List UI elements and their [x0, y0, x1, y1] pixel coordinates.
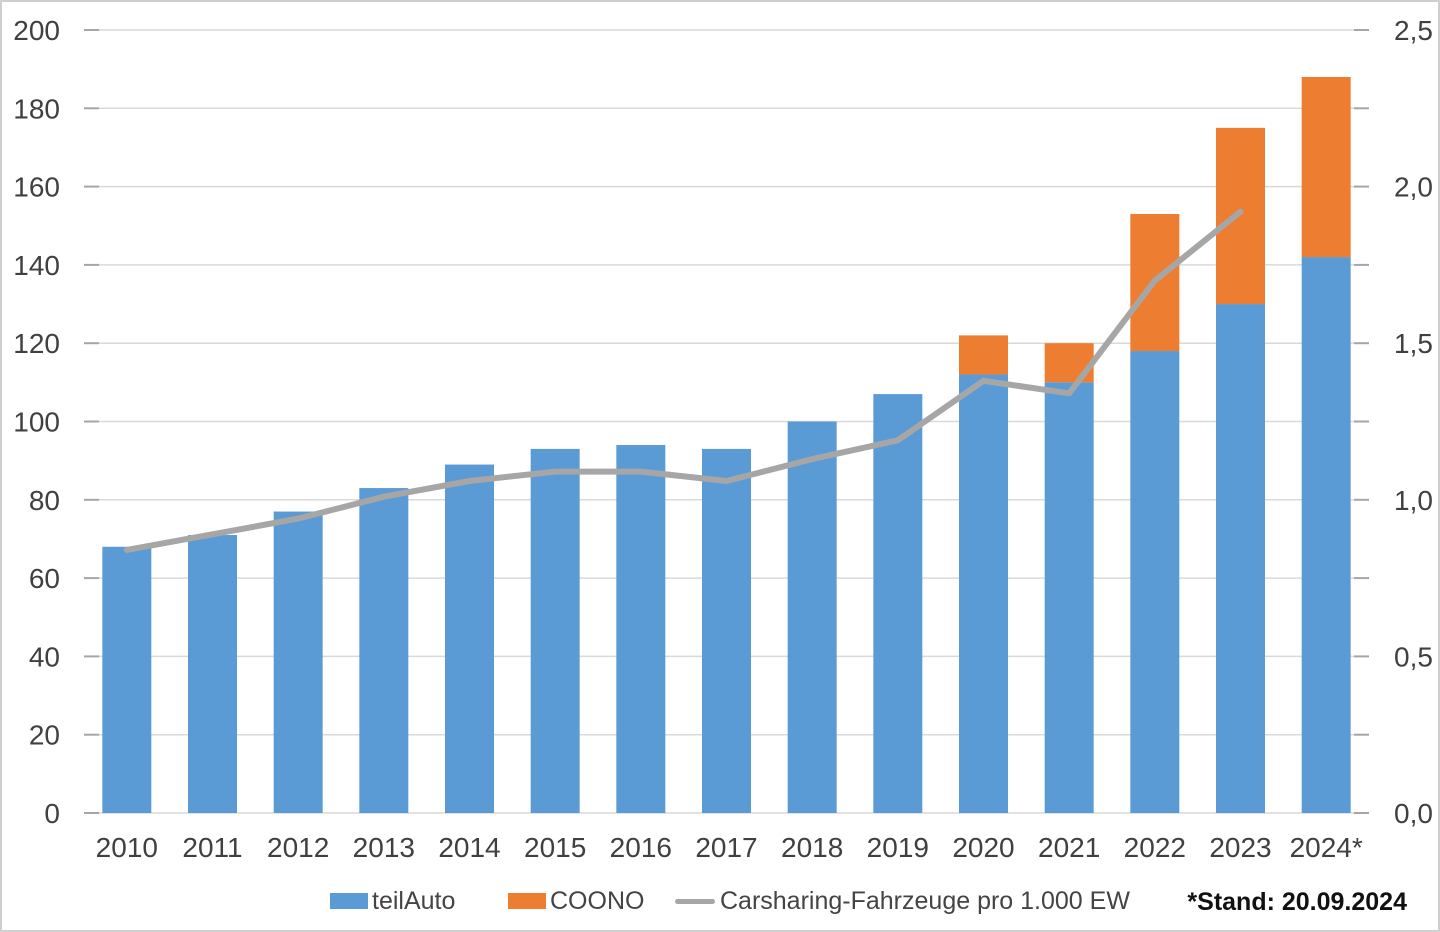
bar-segment-teilAuto-2012 — [273, 511, 323, 813]
bar-segment-teilAuto-2024* — [1301, 257, 1351, 813]
x-axis-label: 2013 — [353, 832, 415, 863]
x-axis-label: 2023 — [1209, 832, 1271, 863]
bar-segment-teilAuto-2015 — [530, 448, 580, 813]
bar-segment-teilAuto-2021 — [1044, 382, 1094, 813]
bar-segment-teilAuto-2020 — [959, 374, 1008, 813]
y-axis-left-label: 140 — [13, 250, 60, 281]
x-axis-label: 2021 — [1038, 832, 1100, 863]
y-axis-right-label: 0,0 — [1394, 798, 1433, 829]
y-axis-left-label: 80 — [29, 485, 60, 516]
x-axis-label: 2017 — [695, 832, 757, 863]
y-axis-right-label: 1,5 — [1394, 328, 1433, 359]
x-axis-label: 2022 — [1124, 832, 1186, 863]
y-axis-left-label: 0 — [44, 798, 60, 829]
legend-item-carsharing-line: Carsharing-Fahrzeuge pro 1.000 EW — [675, 885, 1130, 917]
footnote: *Stand: 20.09.2024 — [1187, 887, 1407, 916]
trend-line — [123, 208, 1244, 553]
x-axis-label: 2014 — [438, 832, 500, 863]
bar-segment-teilAuto-2016 — [616, 444, 666, 813]
bar-segment-COONO-2023 — [1216, 127, 1265, 305]
coono-swatch-icon — [508, 893, 546, 909]
x-axis-label: 2020 — [952, 832, 1014, 863]
bar-segment-teilAuto-2013 — [359, 488, 409, 813]
bar-segment-teilAuto-2019 — [873, 394, 923, 813]
legend-item-coono: COONO — [508, 885, 644, 917]
x-axis-label: 2015 — [524, 832, 586, 863]
x-axis-label: 2011 — [182, 832, 242, 863]
bar-segment-COONO-2024* — [1301, 76, 1351, 258]
bar-segment-teilAuto-2018 — [787, 421, 837, 813]
x-axis-label: 2019 — [867, 832, 929, 863]
y-axis-left-label: 180 — [13, 93, 60, 124]
x-axis-label: 2018 — [781, 832, 843, 863]
trend-line-swatch-icon — [675, 898, 715, 904]
bar-segment-teilAuto-2022 — [1130, 351, 1180, 813]
x-axis-label: 2012 — [267, 832, 329, 863]
y-axis-left-label: 160 — [13, 172, 60, 203]
y-axis-left-label: 60 — [29, 563, 60, 594]
y-axis-left-label: 20 — [29, 720, 60, 751]
bar-segment-teilAuto-2011 — [188, 535, 237, 813]
y-axis-right-label: 2,5 — [1394, 15, 1433, 46]
x-axis-label: 2010 — [96, 832, 158, 863]
bar-segment-teilAuto-2010 — [102, 546, 152, 813]
legend-label-carsharing-line: Carsharing-Fahrzeuge pro 1.000 EW — [720, 886, 1130, 915]
y-axis-right-label: 1,0 — [1394, 485, 1433, 516]
legend-item-teilauto: teilAuto — [330, 885, 455, 917]
y-axis-left-label: 100 — [13, 407, 60, 438]
y-axis-left-label: 120 — [13, 328, 60, 359]
y-axis-left-label: 200 — [13, 15, 60, 46]
teilauto-swatch-icon — [330, 893, 368, 909]
bar-segment-COONO-2021 — [1044, 343, 1094, 383]
x-axis-label: 2024* — [1290, 832, 1363, 863]
bar-segment-teilAuto-2014 — [445, 464, 494, 813]
y-axis-left-label: 40 — [29, 641, 60, 672]
bar-segment-teilAuto-2017 — [702, 448, 751, 813]
bar-segment-teilAuto-2023 — [1216, 304, 1265, 813]
x-axis-label: 2016 — [610, 832, 672, 863]
bar-segment-COONO-2020 — [959, 335, 1008, 375]
legend-label-teilauto: teilAuto — [372, 886, 456, 915]
y-axis-right-label: 0,5 — [1394, 641, 1433, 672]
y-axis-right-label: 2,0 — [1394, 172, 1433, 203]
legend: teilAuto COONO Carsharing-Fahrzeuge pro … — [2, 885, 1438, 917]
legend-label-coono: COONO — [550, 886, 645, 915]
